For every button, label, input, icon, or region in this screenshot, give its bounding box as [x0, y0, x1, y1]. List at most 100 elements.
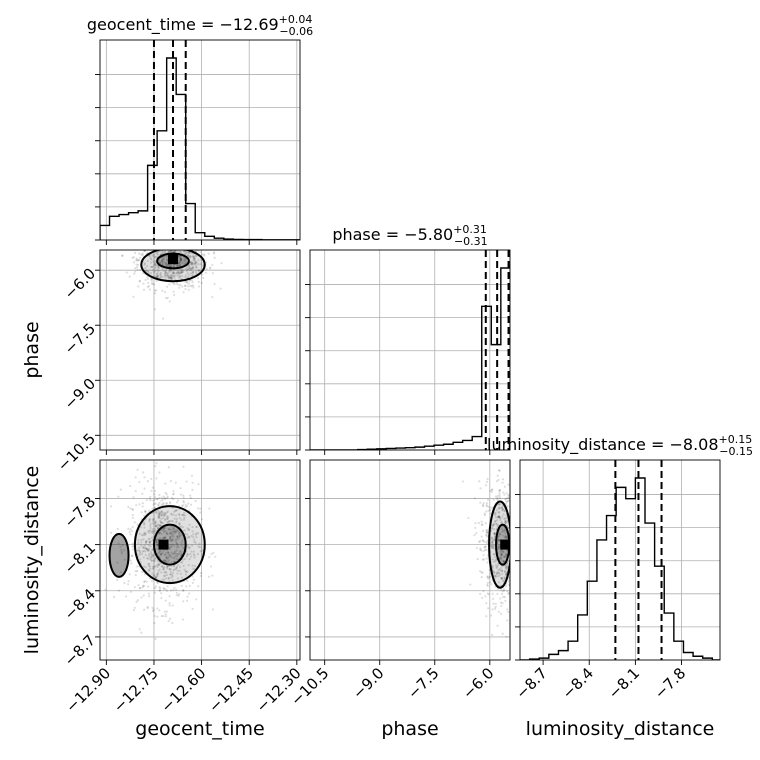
sample-point [170, 530, 173, 534]
sample-point [127, 527, 130, 530]
sample-point [145, 540, 148, 543]
sample-point [158, 512, 161, 515]
sample-point [515, 541, 517, 543]
sample-point [143, 487, 146, 490]
sample-point [179, 247, 181, 249]
sample-point [498, 494, 501, 497]
sample-point [150, 282, 154, 285]
sample-point [522, 513, 524, 515]
sample-point [164, 599, 167, 602]
sample-point [513, 566, 515, 568]
sample-point [174, 241, 176, 243]
sample-point [131, 256, 134, 259]
sample-point [515, 578, 517, 580]
sample-point [142, 288, 146, 291]
sample-point [493, 511, 496, 514]
sample-point [189, 255, 192, 258]
sample-point [157, 563, 160, 566]
sample-point [192, 553, 195, 556]
sample-point [507, 610, 510, 614]
sample-point [162, 503, 165, 506]
sample-point [511, 570, 513, 572]
sample-point [167, 244, 169, 246]
grid [100, 40, 300, 240]
sample-point [176, 244, 178, 246]
sample-point [185, 555, 188, 558]
sample-point [195, 598, 198, 601]
sample-point [164, 577, 167, 580]
sample-point [182, 514, 185, 517]
sample-point [145, 242, 147, 244]
sample-point [513, 579, 515, 581]
sample-point [187, 282, 191, 285]
sample-point [486, 575, 489, 579]
sample-point [157, 243, 159, 245]
sample-point [184, 257, 187, 261]
sample-point [143, 522, 146, 525]
sample-point [166, 567, 169, 570]
sample-point [149, 522, 152, 526]
sample-point [171, 532, 174, 536]
sample-point [474, 522, 477, 525]
sample-point [179, 256, 182, 259]
sample-point [161, 250, 164, 253]
sample-point [198, 247, 200, 249]
sample-point [159, 241, 161, 243]
sample-point [172, 568, 175, 572]
sample-point [160, 522, 163, 525]
sample-point [163, 513, 166, 516]
sample-point [189, 496, 192, 499]
sample-point [485, 504, 488, 507]
sample-point [166, 521, 169, 524]
sample-point [178, 260, 181, 263]
sample-point [172, 281, 175, 285]
sample-point [188, 279, 191, 282]
sample-point [163, 536, 166, 540]
sample-point [174, 509, 177, 513]
sample-point [531, 531, 533, 533]
sample-point [482, 505, 485, 508]
sample-point [142, 549, 145, 553]
sample-point [168, 243, 170, 245]
sample-point [188, 242, 190, 244]
sample-point [516, 540, 518, 542]
sample-point [157, 523, 160, 526]
sample-point [183, 229, 185, 231]
histogram-phase [310, 267, 510, 450]
sample-point [479, 592, 482, 595]
sample-point [153, 493, 156, 496]
sample-point [496, 519, 499, 522]
sample-point [168, 547, 171, 551]
sample-point [157, 510, 160, 513]
sample-point [498, 557, 501, 560]
sample-point [123, 558, 126, 561]
sample-point [495, 565, 498, 568]
sample-point [177, 283, 180, 286]
sample-point [180, 258, 183, 261]
sample-point [179, 250, 182, 253]
sample-point [167, 250, 170, 253]
sample-point [183, 284, 187, 287]
sample-point [180, 271, 183, 275]
sample-point [164, 519, 167, 522]
sample-point [141, 586, 144, 589]
sample-point [151, 265, 154, 269]
sample-point [201, 273, 204, 276]
sample-point [502, 559, 505, 563]
sample-point [506, 562, 509, 565]
sample-point [161, 236, 163, 238]
sample-point [494, 575, 497, 578]
sample-point [500, 521, 503, 524]
sample-point [177, 235, 179, 237]
sample-point [138, 280, 141, 283]
sample-point [191, 267, 195, 270]
sample-point [189, 263, 192, 266]
sample-point [130, 562, 133, 565]
sample-point [499, 519, 502, 522]
sample-point [492, 498, 495, 501]
sample-point [178, 241, 180, 243]
sample-point [516, 537, 518, 539]
y-tick-label: −8.7 [61, 631, 99, 669]
sample-point [514, 578, 516, 580]
sample-point [530, 563, 532, 565]
